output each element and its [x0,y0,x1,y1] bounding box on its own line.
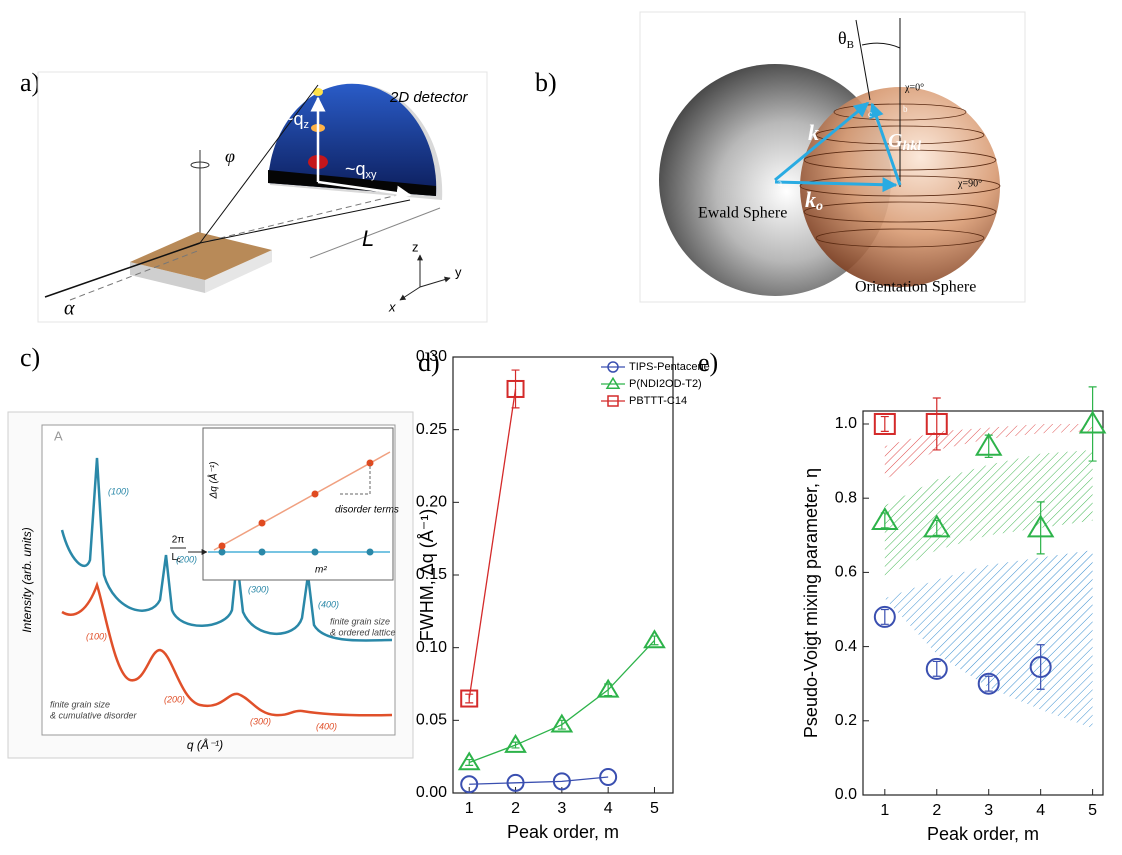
x-tick-label: 3 [984,802,993,819]
panel-b: b) θB χ=0° χ=90° k Ghkl ko Ewald Sphere … [535,12,1025,302]
ko-text: k [805,187,816,212]
distance-label: L [362,226,374,251]
x-tick-label: 4 [1036,802,1045,819]
peak-label: (100) [108,486,129,496]
x-tick-label: 2 [932,802,941,819]
y-tick-label: 0.20 [416,494,447,511]
peak-label: (200) [164,694,185,704]
chi0-label: χ=0° [904,82,924,93]
y-tick-label: 0.2 [835,712,857,729]
curve-note: finite grain size [330,616,390,626]
inset-fraction-num: 2π [172,535,185,546]
panel-label: e) [698,348,718,377]
peak-label: (400) [316,721,337,731]
axis-name: z [412,239,419,254]
g-sub: hkl [902,139,921,154]
theta-sub: B [847,39,854,51]
y-tick-label: 0.25 [416,421,447,438]
orientation-label: Orientation Sphere [855,279,976,296]
axis-name: x [388,299,396,314]
qz-text: ~q [283,109,304,129]
qz-sub: z [304,119,310,131]
x-axis-label: Peak order, m [507,822,619,842]
x-tick-label: 5 [1088,802,1097,819]
plot-frame [453,357,673,793]
theta-text: θ [838,28,847,48]
inset-note: disorder terms [335,505,399,516]
y-tick-label: 0.6 [835,564,857,581]
panel-a: a) 2D detector ~qz ~qxy φ L α z x y [20,68,487,322]
panel-label: c) [20,343,40,372]
ko-sub: o [816,199,823,214]
qxy-sub: xy [366,169,378,181]
curve-note: finite grain size [50,699,110,709]
chi90-label: χ=90° [957,178,982,189]
y-tick-label: 0.05 [416,712,447,729]
x-tick-label: 2 [511,800,520,817]
y-axis-label: Intensity (arb. units) [20,527,34,632]
x-axis-label: Peak order, m [927,824,1039,844]
peak-label: (100) [86,631,107,641]
y-tick-label: 1.0 [835,415,857,432]
axis-name: y [455,264,462,279]
x-axis-label: q (Å⁻¹) [187,737,223,752]
phi-label: φ [225,146,235,166]
qxy-text: ~q [345,159,366,179]
legend-label: PBTTT-C14 [629,395,687,407]
y-tick-label: 0.00 [416,784,447,801]
alpha-label: α [64,298,75,320]
curve-note: & cumulative disorder [50,710,138,720]
corner-label: c [868,109,872,119]
panel-c: c) A Intensity (arb. units) q (Å⁻¹) (100… [8,343,413,758]
x-tick-label: 1 [465,800,474,817]
inset-y-label: Δq (Å⁻¹) [207,462,220,500]
den-sub: c [177,557,181,564]
corner-label: a [778,178,782,188]
g-text: G [888,130,903,152]
y-tick-label: 0.8 [835,489,857,506]
corner-label: b [903,104,908,114]
k-label: k [808,120,819,145]
y-tick-label: 0.0 [835,786,857,803]
ewald-label: Ewald Sphere [698,205,787,222]
curve-note: & ordered lattice [330,627,396,637]
panel-label: a) [20,68,40,97]
x-tick-label: 5 [650,800,659,817]
inset-x-label: m² [315,565,327,576]
x-tick-label: 3 [557,800,566,817]
x-tick-label: 4 [604,800,613,817]
legend-label: P(NDI2OD-T2) [629,378,702,390]
y-axis-label: Pseudo-Voigt mixing parameter, η [801,468,821,738]
peak-label: (300) [250,716,271,726]
detector-label: 2D detector [389,89,469,106]
panel-label: b) [535,68,557,97]
y-tick-label: 0.30 [416,348,447,365]
peak-label: (400) [318,599,339,609]
y-tick-label: 0.4 [835,638,857,655]
y-axis-label: FWHM, Δq (Å⁻¹) [417,509,437,642]
peak-label: (300) [248,584,269,594]
x-tick-label: 1 [880,802,889,819]
figure: a) 2D detector ~qz ~qxy φ L α z x y b) θ… [0,0,1122,855]
panel-tag: A [54,428,63,443]
